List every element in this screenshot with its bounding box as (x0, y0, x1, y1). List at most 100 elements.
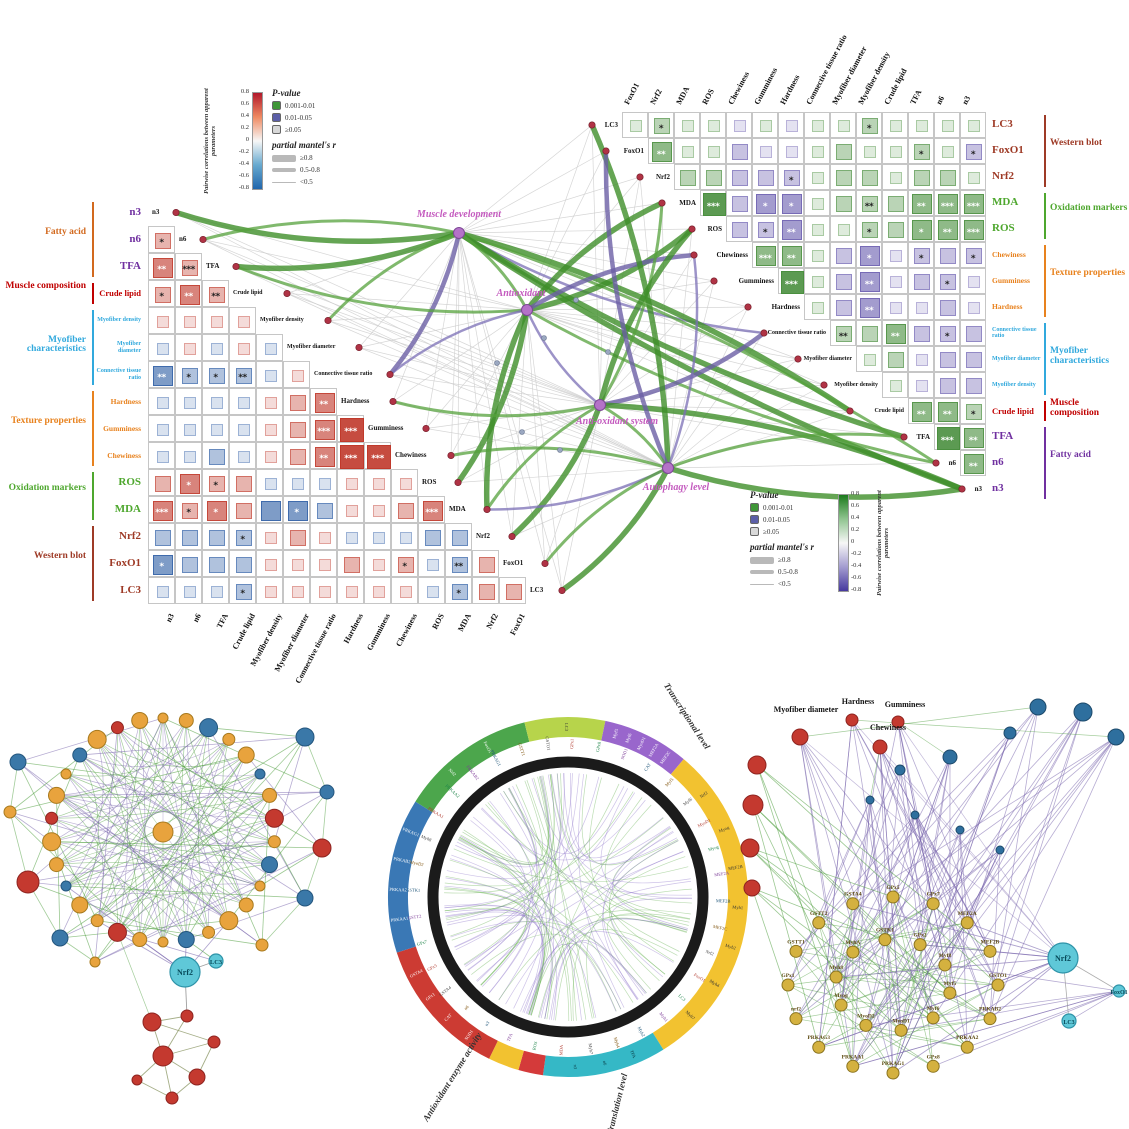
matrix-cell (256, 334, 283, 361)
significance-stars: * (918, 150, 924, 160)
network-edge (180, 720, 187, 940)
matrix-cell (960, 372, 986, 398)
matrix-cell: *** (960, 190, 986, 216)
cluster-gene-label: GSTK1 (876, 928, 894, 934)
pvalue-legend: P-value 0.001-0.01 0.01-0.05 ≥0.05 partial m… (272, 88, 350, 186)
network-edge (884, 769, 901, 940)
network-edge (117, 727, 270, 865)
network-edge (96, 773, 261, 921)
mantel-edge (597, 402, 965, 492)
matrix-cell: ** (310, 442, 337, 469)
blue-node (942, 749, 958, 765)
axis-row-label: Gumminess (992, 268, 1042, 294)
network-edge (96, 739, 275, 843)
cell-square (940, 352, 956, 368)
axis-row-label: MDA (992, 190, 1042, 216)
mantel-title: partial mantel's r (750, 542, 815, 552)
significance-stars: ** (864, 202, 874, 212)
category-label: Myofiber characteristics (1050, 346, 1110, 366)
chord-link (540, 918, 688, 1019)
chord-link (485, 804, 688, 931)
cell-square (784, 170, 800, 186)
matrix-cell: * (202, 361, 229, 388)
network-edge (65, 773, 230, 921)
network-edge (933, 990, 1120, 1067)
cell-square (237, 396, 250, 409)
cell-square (890, 146, 902, 158)
matrix-anchor-node (820, 381, 828, 389)
network-edge (989, 957, 1064, 1020)
pvalue-item: ≥0.05 (750, 527, 828, 536)
diagonal-label: n6 (948, 459, 956, 467)
chord-link (444, 885, 557, 1021)
cell-square (210, 342, 223, 355)
mantel-edge (598, 403, 670, 470)
cell-square (156, 423, 169, 436)
cell-square (936, 426, 960, 450)
chord-link (470, 820, 534, 993)
mantel-line-sample (750, 556, 774, 564)
chord-link (446, 785, 538, 880)
cluster-gene-label: GSTT1 (787, 939, 805, 945)
matrix-cell: * (648, 112, 674, 138)
axis-row-label-text: Nrf2 (992, 170, 1014, 183)
matrix-cell (202, 415, 229, 442)
chord-link (547, 774, 639, 1000)
diagonal-label: n3 (974, 485, 982, 493)
blue-node (995, 845, 1005, 855)
matrix-cell (908, 294, 934, 320)
chord-link (477, 773, 580, 982)
network-panel-left: Nrf2 LC3 (3, 711, 335, 1105)
significance-stars: * (456, 589, 461, 599)
significance-stars: * (213, 508, 218, 518)
matrix-anchor-node (355, 343, 363, 352)
cell-square (289, 394, 306, 411)
matrix-cell: *** (337, 415, 364, 442)
chord-link (525, 850, 684, 1014)
blue-node (865, 795, 875, 805)
matrix-cell (830, 164, 856, 190)
significance-stars: *** (317, 427, 330, 437)
significance-stars: * (658, 124, 664, 134)
colorbar-tick: -0.2 (851, 550, 862, 557)
cell-square (966, 248, 982, 264)
cell-square (237, 315, 250, 328)
category-bracket (92, 283, 94, 304)
matrix-cell (148, 577, 175, 604)
circos-inner-ring (427, 756, 709, 1038)
arc-gene-label: GSTA4 (409, 968, 424, 979)
matrix-cell: ** (175, 280, 202, 307)
matrix-cell (256, 577, 283, 604)
cell-square (812, 250, 824, 262)
network-edge (851, 719, 999, 986)
matrix-cell (674, 112, 700, 138)
matrix-cell (364, 550, 391, 577)
mantel-edge-weak (392, 309, 528, 402)
chord-link (551, 774, 691, 884)
matrix-cell (148, 469, 175, 496)
matrix-cell: * (856, 216, 882, 242)
network-edge (65, 773, 275, 843)
significance-stars: * (159, 562, 164, 572)
network-edge (162, 795, 270, 833)
network-edge (56, 795, 209, 933)
satellite-node (312, 838, 332, 858)
chord-link (459, 836, 530, 986)
network-edge (959, 829, 968, 1048)
axis-row-label-text: TFA (119, 259, 141, 272)
network-edge (162, 717, 247, 906)
matrix-cell (856, 346, 882, 372)
mantel-edge (326, 231, 461, 322)
matrix-cell (908, 372, 934, 398)
network-edge (795, 849, 1001, 1019)
matrix-cell (830, 112, 856, 138)
matrix-cell (700, 112, 726, 138)
cell-square (181, 367, 198, 384)
network-edge (944, 736, 1117, 966)
ring-node (47, 786, 65, 804)
mantel-edge (598, 201, 664, 407)
cluster-gene-node (926, 1059, 940, 1073)
labeled-gene-node (208, 953, 224, 969)
colorbar-title: Pairwise correlations between apparent p… (876, 490, 890, 596)
matrix-cell (148, 523, 175, 550)
